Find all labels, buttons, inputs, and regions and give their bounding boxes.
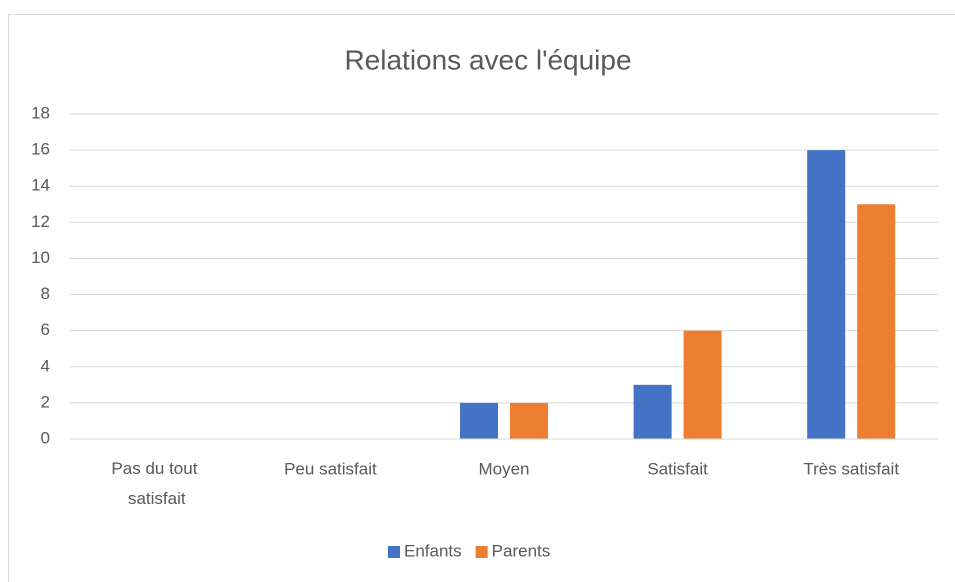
x-tick-label: Moyen [478,459,529,478]
chart-title: Relations avec l'équipe [344,44,631,75]
bar [460,402,498,439]
chart-border [8,14,955,582]
y-tick-label: 0 [41,428,50,447]
y-tick-label: 14 [31,176,50,195]
y-tick-label: 16 [31,140,50,159]
y-tick-label: 4 [41,356,50,375]
legend-label: Parents [492,541,551,560]
bar [857,204,896,439]
x-tick-label: Peu satisfait [284,459,377,478]
x-tick-label: Satisfait [647,459,708,478]
y-tick-label: 18 [31,103,50,122]
legend-label: Enfants [404,541,462,560]
y-tick-label: 10 [31,248,50,267]
y-tick-label: 6 [41,320,50,339]
y-tick-label: 2 [41,392,50,411]
y-tick-label: 12 [31,212,50,231]
x-tick-label: Très satisfait [803,459,899,478]
legend-swatch [475,546,488,558]
y-tick-label: 8 [41,284,50,303]
legend-swatch [388,546,400,558]
bar [633,384,672,439]
x-tick-label: Pas du tout satisfait [111,459,202,508]
bar [683,330,722,439]
bar [807,150,846,439]
bar [510,402,548,439]
